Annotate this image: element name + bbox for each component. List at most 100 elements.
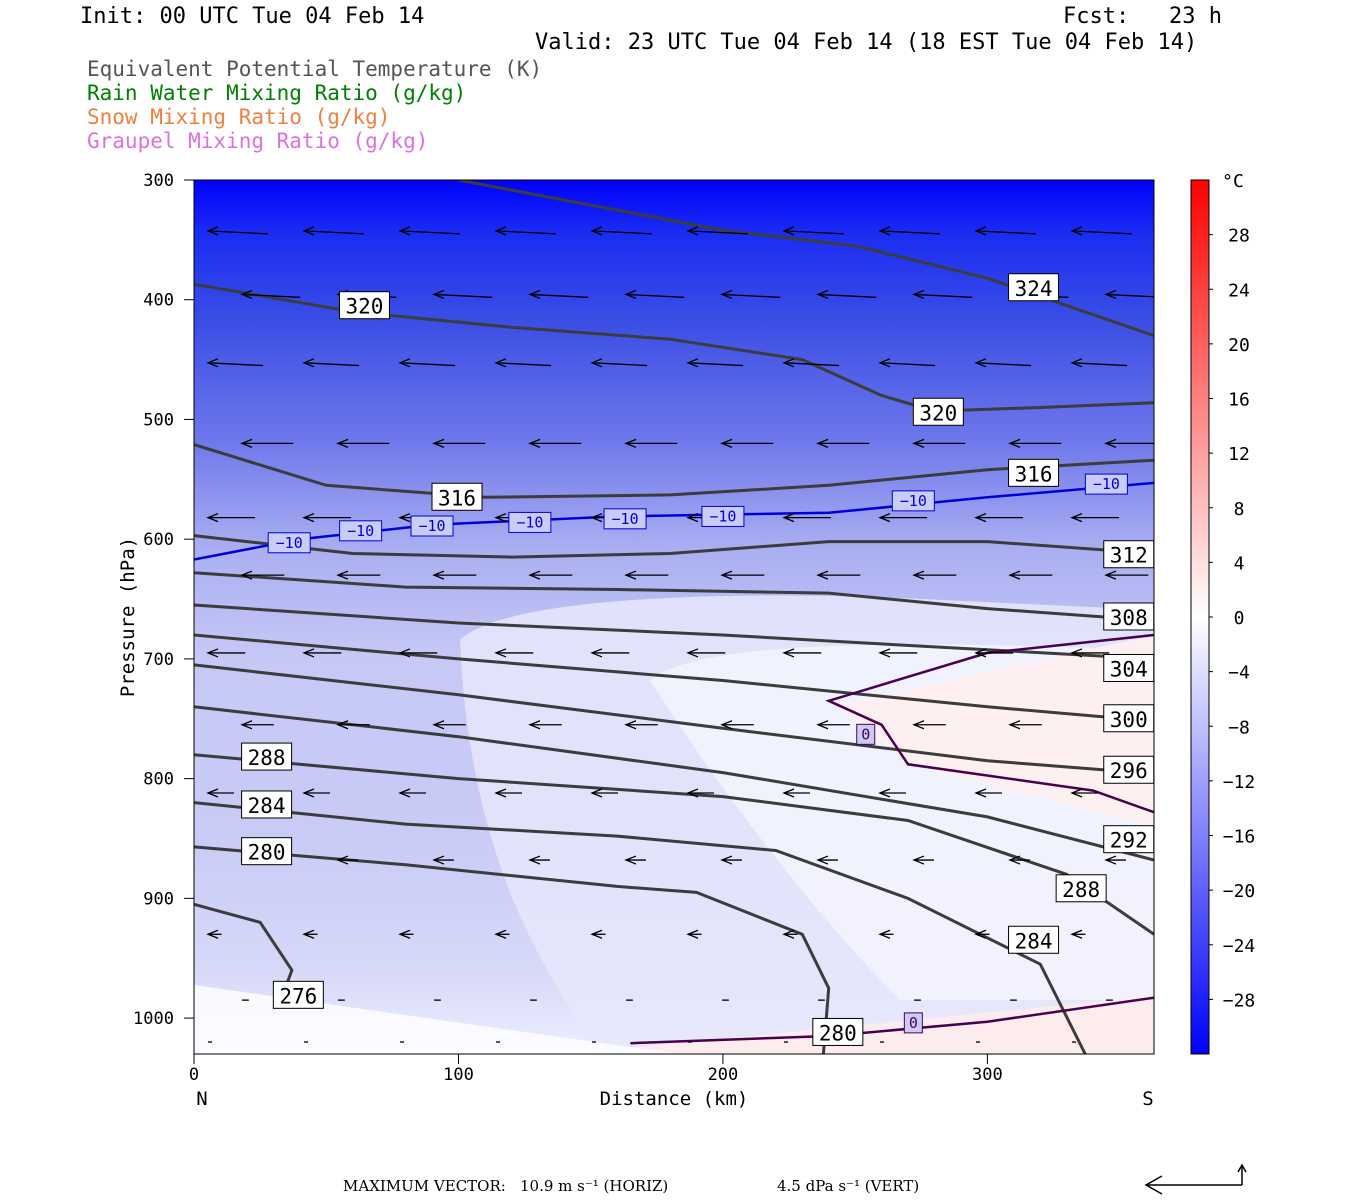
wind-vector [878, 788, 906, 798]
wind-vector [398, 358, 456, 368]
y-tick-label: 700 [143, 650, 174, 670]
legend-rain: Rain Water Mixing Ratio (g/kg) [87, 81, 467, 105]
wind-vector [206, 358, 264, 368]
svg-text:308: 308 [1110, 606, 1148, 630]
wind-vector [1070, 358, 1128, 368]
wind-vector [432, 438, 486, 449]
svg-text:304: 304 [1110, 657, 1148, 681]
wind-vector [816, 855, 838, 865]
wind-vector [206, 788, 234, 798]
colorbar-tick-label: 8 [1234, 499, 1245, 520]
wind-vector [782, 226, 845, 236]
theta-e-label: 300 [1103, 704, 1155, 733]
svg-text:−10: −10 [516, 513, 543, 531]
wind-vector [302, 226, 365, 236]
theta-e-label: 296 [1103, 755, 1155, 784]
colorbar-tick-label: 4 [1234, 553, 1245, 574]
svg-text:280: 280 [819, 1021, 857, 1045]
wind-vector [240, 289, 301, 300]
wind-vector [494, 226, 557, 236]
wind-vectors [206, 226, 1154, 1043]
colorbar-tick-label: −12 [1223, 772, 1256, 793]
theta-e-contour-300 [194, 633, 1154, 723]
colorbar-unit: °C [1222, 171, 1244, 192]
wind-vector [720, 289, 781, 300]
svg-text:276: 276 [279, 984, 317, 1008]
wind-vector [782, 513, 832, 523]
wind-vector [240, 720, 274, 730]
wind-vector [528, 438, 582, 449]
max-vector-vert: 4.5 dPa s⁻¹ (VERT) [777, 1177, 920, 1195]
colorbar-scale [1190, 179, 1210, 1055]
colorbar-tick-label: −20 [1223, 881, 1256, 902]
theta-e-contour-296 [194, 663, 1154, 776]
svg-text:284: 284 [1015, 929, 1053, 953]
valid-time: Valid: 23 UTC Tue 04 Feb 14 (18 EST Tue … [535, 30, 1198, 55]
wind-vector [336, 720, 370, 730]
wind-vector [878, 648, 918, 658]
svg-text:−10: −10 [1093, 475, 1120, 493]
theta-e-label: 316 [1008, 458, 1060, 487]
svg-text:280: 280 [248, 841, 286, 865]
theta-e-label: 288 [1055, 874, 1107, 903]
x-tick-label: 0 [189, 1065, 199, 1085]
isotherm-label: 0 [903, 1012, 923, 1034]
plot-frame [193, 179, 1155, 1055]
wind-vector [494, 929, 510, 939]
theta-e-contour-312 [194, 534, 1154, 559]
wind-vector [974, 788, 1002, 798]
y-tick-label: 900 [143, 889, 174, 909]
wind-vector [1104, 289, 1154, 300]
wind-vector [590, 226, 653, 236]
wind-vector [1008, 720, 1042, 730]
theta-e-label: 276 [272, 980, 324, 1009]
wind-vector [494, 648, 534, 658]
theta-e-label: 320 [338, 291, 390, 320]
init-time: Init: 00 UTC Tue 04 Feb 14 [80, 4, 425, 29]
theta-e-label: 304 [1103, 653, 1155, 682]
wind-vector [974, 513, 1024, 523]
max-vector-horiz: 10.9 m s⁻¹ (HORIZ) [520, 1177, 669, 1195]
colorbar-tick-label: −28 [1223, 990, 1256, 1011]
wind-vector [206, 648, 246, 658]
y-tick-label: 800 [143, 770, 174, 790]
isotherm-label: −10 [891, 490, 935, 512]
wind-vector [624, 438, 678, 449]
temperature-shading [194, 180, 1154, 1054]
colorbar-tick-label: −24 [1223, 936, 1256, 957]
wind-vector [432, 720, 466, 730]
wind-vector [590, 788, 618, 798]
svg-text:288: 288 [248, 746, 286, 770]
x-axis-label: Distance (km) [600, 1088, 749, 1110]
wind-vector [398, 648, 438, 658]
svg-text:−10: −10 [276, 534, 303, 552]
wind-vector [494, 788, 522, 798]
wind-vector [336, 438, 390, 449]
svg-text:0: 0 [909, 1014, 918, 1032]
max-vector-label: MAXIMUM VECTOR: [343, 1177, 506, 1195]
svg-text:320: 320 [919, 401, 957, 425]
theta-e-label: 284 [241, 790, 293, 819]
wind-vector [624, 855, 646, 865]
wind-vector [590, 358, 648, 368]
wind-vector [1104, 570, 1149, 580]
theta-e-contour-308 [194, 571, 1154, 623]
wind-vector [528, 855, 550, 865]
theta-e-label: 280 [812, 1017, 864, 1046]
svg-text:316: 316 [438, 486, 476, 510]
wind-vector [878, 929, 894, 939]
x-tick-label: 100 [443, 1065, 474, 1085]
colorbar-tick-label: −4 [1228, 663, 1250, 684]
wind-vector [528, 289, 589, 300]
wind-vector [302, 929, 318, 939]
theta-e-label: 288 [241, 742, 293, 771]
svg-text:284: 284 [248, 794, 286, 818]
wind-vector [240, 438, 294, 449]
wind-vector [494, 358, 552, 368]
wind-vector [624, 289, 685, 300]
isotherm-label: −10 [701, 505, 745, 527]
wind-vector [1070, 788, 1098, 798]
wind-vector [816, 289, 877, 300]
cross-section-chart: 3243203203163163123083043002962922882882… [117, 171, 1256, 1110]
svg-text:292: 292 [1110, 829, 1148, 853]
